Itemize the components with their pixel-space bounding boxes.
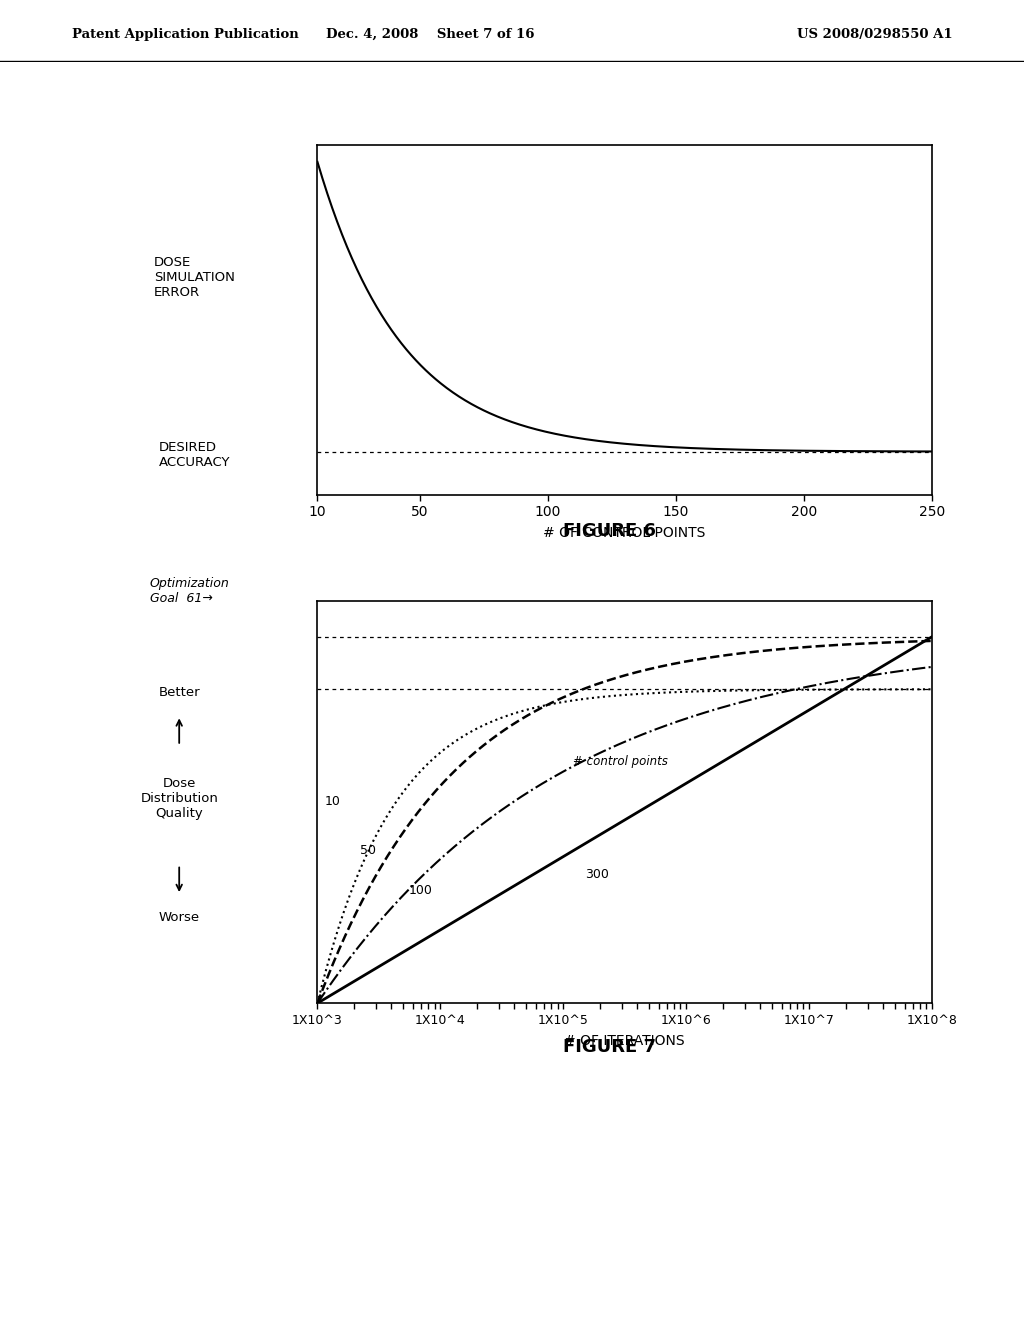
X-axis label: # OF CONTROL POINTS: # OF CONTROL POINTS <box>544 527 706 540</box>
Text: 300: 300 <box>585 867 608 880</box>
Text: Patent Application Publication: Patent Application Publication <box>72 28 298 41</box>
Text: 50: 50 <box>359 843 376 857</box>
Text: DESIRED
ACCURACY: DESIRED ACCURACY <box>159 441 230 470</box>
Text: FIGURE 6: FIGURE 6 <box>563 521 655 540</box>
Text: FIGURE 7: FIGURE 7 <box>563 1038 655 1056</box>
X-axis label: # OF ITERATIONS: # OF ITERATIONS <box>564 1034 685 1048</box>
Text: Dec. 4, 2008    Sheet 7 of 16: Dec. 4, 2008 Sheet 7 of 16 <box>326 28 535 41</box>
Text: 100: 100 <box>409 884 432 898</box>
Text: # control points: # control points <box>573 755 668 768</box>
Text: US 2008/0298550 A1: US 2008/0298550 A1 <box>797 28 952 41</box>
Text: Optimization
Goal  61→: Optimization Goal 61→ <box>150 577 229 606</box>
Text: 10: 10 <box>325 796 341 808</box>
Text: Dose
Distribution
Quality: Dose Distribution Quality <box>140 777 218 820</box>
Text: Better: Better <box>159 686 200 700</box>
Text: Worse: Worse <box>159 911 200 924</box>
Text: DOSE
SIMULATION
ERROR: DOSE SIMULATION ERROR <box>155 256 234 298</box>
